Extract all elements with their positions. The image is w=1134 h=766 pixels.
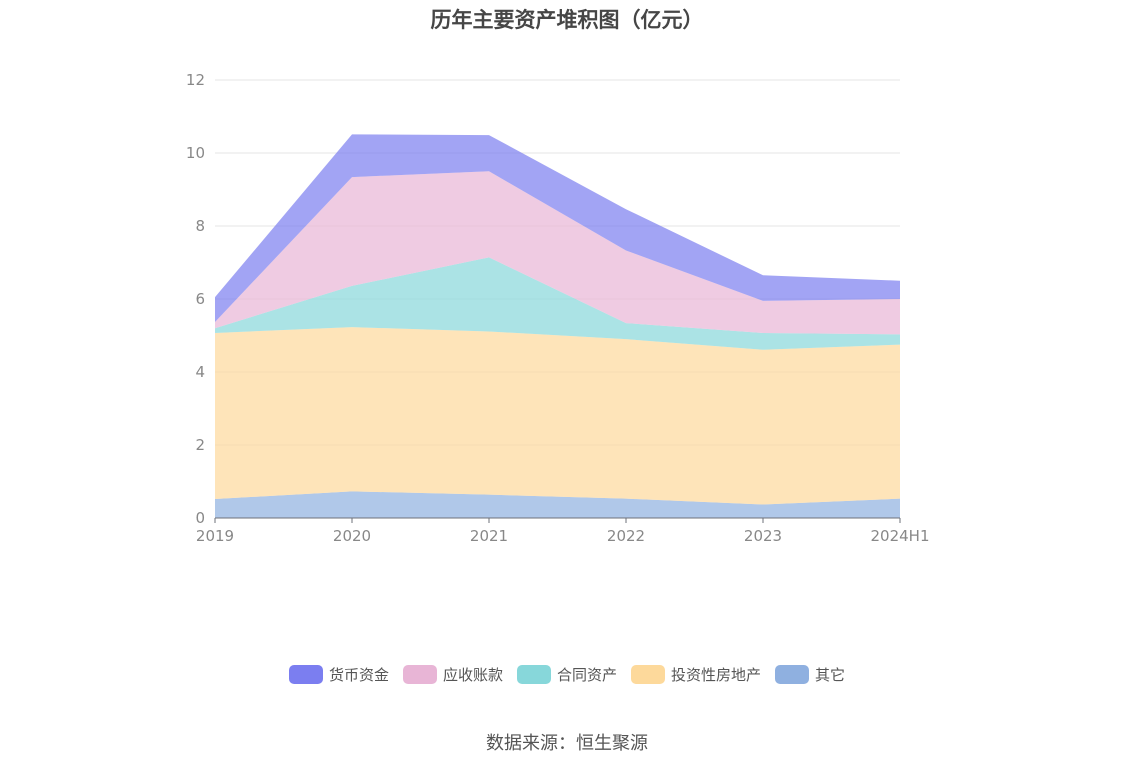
area-series-货币资金 [215, 134, 900, 322]
legend-item[interactable]: 合同资产 [516, 664, 617, 685]
x-tick-label: 2019 [196, 527, 234, 545]
x-tick-label: 2020 [333, 527, 371, 545]
area-series-其它 [215, 491, 900, 518]
area-series-应收账款 [215, 171, 900, 335]
area-series [215, 134, 900, 518]
area-series-合同资产 [215, 257, 900, 350]
source-text: 数据来源：恒生聚源 [486, 733, 648, 754]
y-tick-label: 12 [186, 71, 205, 89]
legend-label: 其它 [815, 666, 846, 684]
legend-label: 货币资金 [328, 666, 389, 684]
y-tick-label: 2 [195, 436, 205, 454]
y-tick-label: 0 [195, 509, 205, 527]
legend-item[interactable]: 其它 [775, 664, 845, 685]
area-series-投资性房地产 [215, 327, 900, 505]
legend-item[interactable]: 货币资金 [288, 664, 389, 685]
legend-label: 合同资产 [556, 666, 617, 684]
legend-swatch [775, 665, 810, 684]
x-tick-label: 2022 [607, 527, 645, 545]
y-tick-label: 4 [195, 363, 205, 381]
x-tick-label: 2024H1 [871, 527, 930, 545]
y-tick-label: 8 [195, 217, 205, 235]
legend-swatch [402, 665, 437, 684]
chart-title: 历年主要资产堆积图（亿元） [430, 8, 704, 32]
legend-item[interactable]: 投资性房地产 [631, 664, 761, 685]
legend: 货币资金 应收账款 合同资产 投资性房地产 其它 [0, 664, 1134, 685]
legend-swatch [631, 665, 665, 684]
axes: 0 2 4 6 8 10 12 2019 2020 2021 2022 2023 2024H1 [186, 71, 930, 545]
legend-swatch [288, 665, 323, 684]
x-tick-label: 2021 [470, 527, 508, 545]
legend-swatch [516, 665, 551, 684]
legend-label: 应收账款 [442, 666, 503, 684]
legend-label: 投资性房地产 [671, 666, 762, 684]
legend-item[interactable]: 应收账款 [402, 664, 503, 685]
y-tick-label: 6 [195, 290, 205, 308]
x-tick-label: 2023 [744, 527, 782, 545]
y-tick-label: 10 [186, 144, 205, 162]
